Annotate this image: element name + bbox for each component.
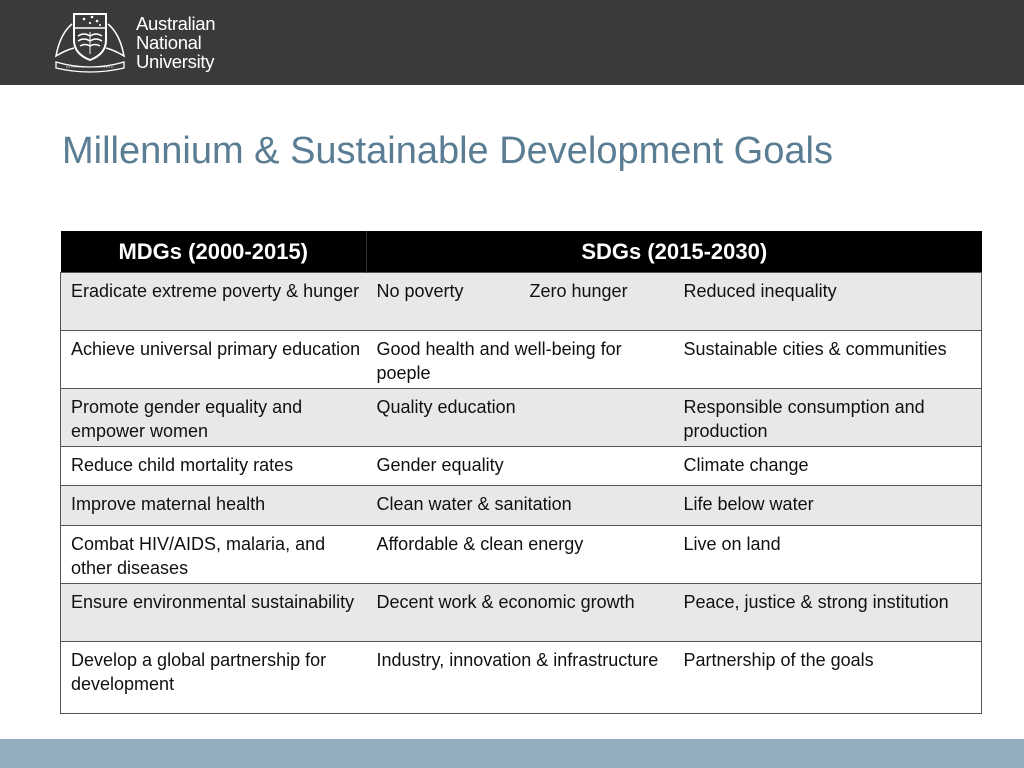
table-row: Improve maternal health Clean water & sa… [60, 485, 983, 526]
sdg-cell: Decent work & economic growth [366, 583, 674, 642]
sdg-cell: Good health and well-being for poeple [366, 330, 674, 389]
header-bar: Australian National University [0, 0, 1024, 85]
table-row: Reduce child mortality rates Gender equa… [60, 446, 983, 486]
sdg-cell: Peace, justice & strong institution [673, 583, 983, 642]
table-row: Achieve universal primary education Good… [60, 330, 983, 389]
mdg-cell: Achieve universal primary education [60, 330, 367, 389]
logo-line: Australian [136, 12, 216, 34]
sdg-cell: Responsible consumption and production [673, 388, 983, 447]
sdg-cell: Quality education [366, 388, 674, 447]
table-row: Promote gender equality and empower wome… [60, 388, 983, 447]
sdg-cell: Partnership of the goals [673, 641, 983, 714]
sdg-cell: Zero hunger [519, 272, 674, 331]
sdg-cell: Clean water & sanitation [366, 485, 674, 526]
sdg-cell: No poverty [366, 272, 520, 331]
sdg-cell: Life below water [673, 485, 983, 526]
mdg-cell: Ensure environmental sustainability [60, 583, 367, 642]
mdgs-header: MDGs (2000-2015) [60, 231, 367, 273]
sdg-cell: Affordable & clean energy [366, 525, 674, 584]
goals-table: MDGs (2000-2015) SDGs (2015-2030) Eradic… [60, 231, 983, 714]
table-row: Eradicate extreme poverty & hunger No po… [60, 272, 983, 331]
university-logo: Australian National University [52, 10, 216, 74]
mdg-cell: Eradicate extreme poverty & hunger [60, 272, 367, 331]
sdg-cell: Sustainable cities & communities [673, 330, 983, 389]
slide-title: Millennium & Sustainable Development Goa… [62, 130, 833, 172]
mdg-cell: Improve maternal health [60, 485, 367, 526]
mdg-cell: Combat HIV/AIDS, malaria, and other dise… [60, 525, 367, 584]
logo-line: University [136, 50, 215, 72]
sdg-cell: Industry, innovation & infrastructure [366, 641, 674, 714]
sdgs-header: SDGs (2015-2030) [366, 231, 982, 273]
logo-wordmark: Australian National University [136, 12, 216, 72]
sdg-cell: Gender equality [366, 446, 674, 486]
table-row: Develop a global partnership for develop… [60, 641, 983, 714]
sdg-cell: Climate change [673, 446, 983, 486]
footer-band [0, 739, 1024, 768]
table-header-row: MDGs (2000-2015) SDGs (2015-2030) [60, 231, 982, 273]
logo-line: National [136, 31, 202, 53]
table-row: Ensure environmental sustainability Dece… [60, 583, 983, 642]
sdg-cell: Reduced inequality [673, 272, 983, 331]
table-row: Combat HIV/AIDS, malaria, and other dise… [60, 525, 983, 584]
mdg-cell: Promote gender equality and empower wome… [60, 388, 367, 447]
sdg-cell: Live on land [673, 525, 983, 584]
mdg-cell: Develop a global partnership for develop… [60, 641, 367, 714]
mdg-cell: Reduce child mortality rates [60, 446, 367, 486]
crest-icon [54, 13, 126, 73]
